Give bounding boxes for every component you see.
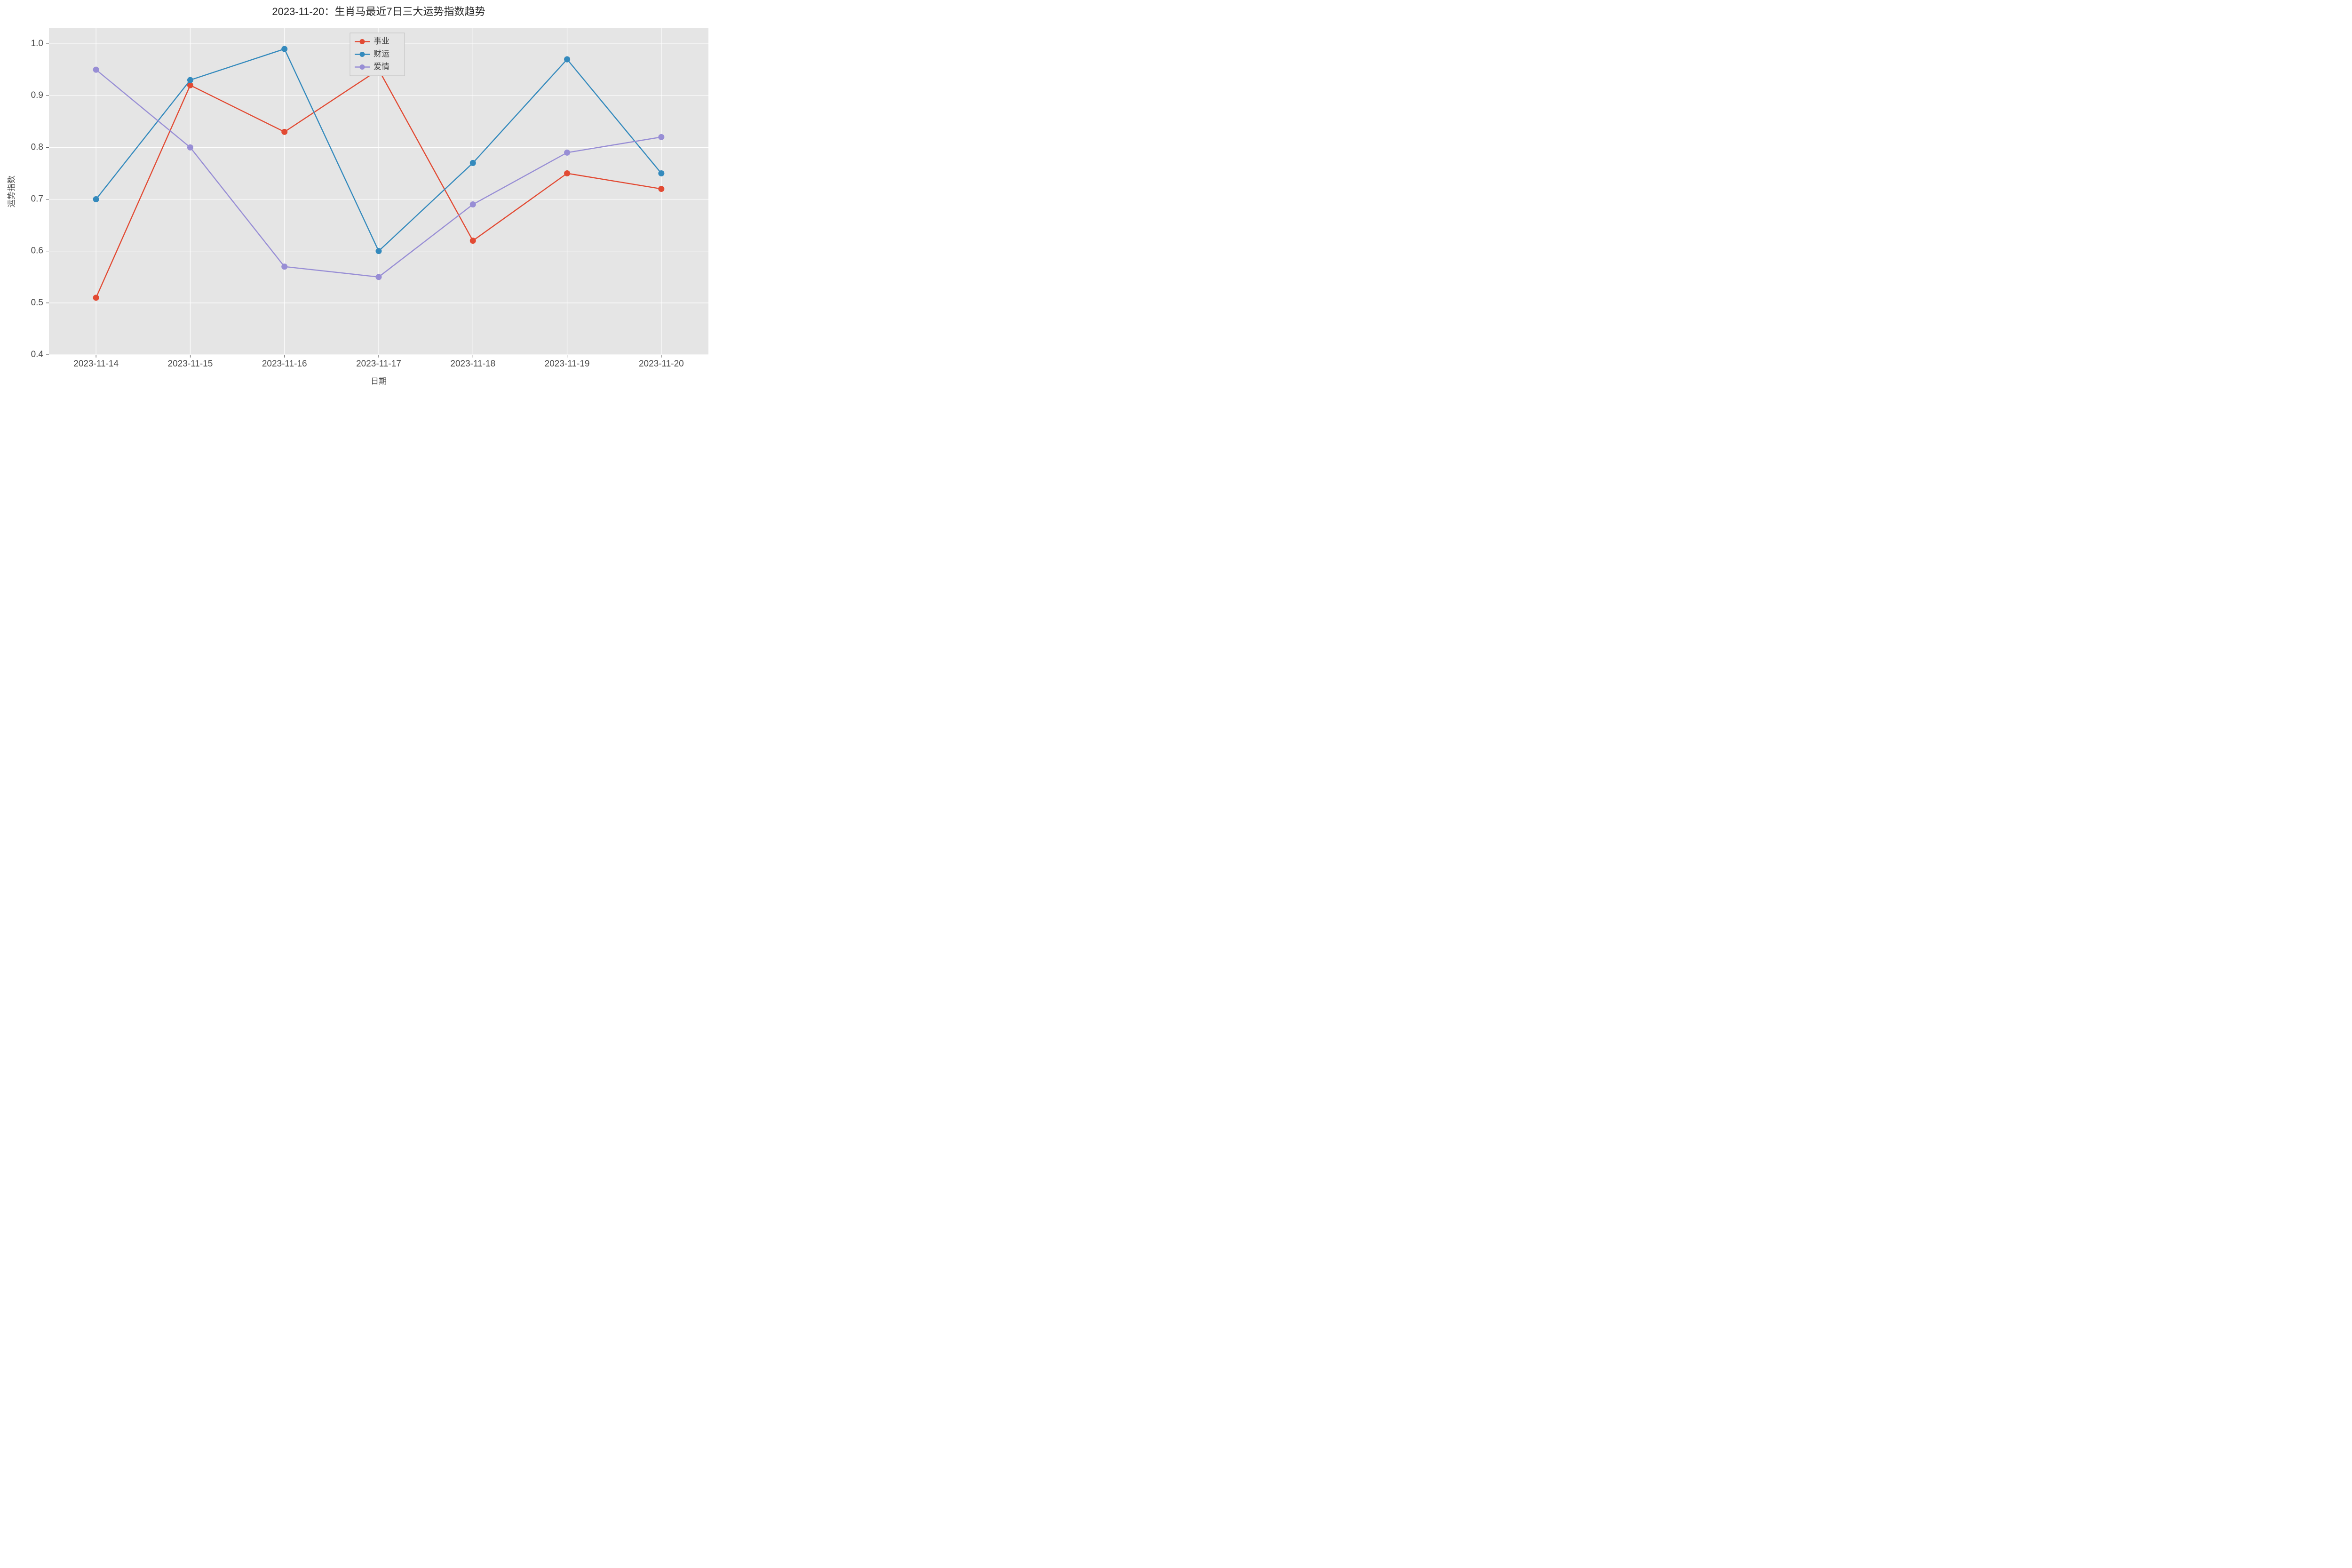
legend: 事业财运爱情 [350,33,405,76]
series-marker [470,238,476,244]
series-marker [281,129,287,135]
xtick-label: 2023-11-14 [73,359,119,369]
fortune-trend-chart: 0.4 0.5 0.6 0.7 0.8 0.9 1.0 2023-11-14 2023-11-1… [0,0,728,391]
series-marker [564,170,570,176]
ytick-label: 1.0 [31,39,43,48]
ytick-label: 0.8 [31,142,43,152]
series-marker [564,150,570,156]
y-axis-label: 运势指数 [7,175,16,207]
ytick-label: 0.5 [31,298,43,308]
series-marker [658,134,664,140]
series-marker [281,263,287,270]
series-marker [93,196,99,202]
x-axis-label: 日期 [371,377,387,386]
series-marker [658,170,664,176]
ytick-label: 0.6 [31,246,43,256]
chart-title: 2023-11-20：生肖马最近7日三大运势指数趋势 [272,6,485,17]
series-marker [93,294,99,301]
series-marker [470,201,476,207]
legend-label: 财运 [373,49,389,58]
legend-swatch-marker [359,64,365,70]
series-marker [564,56,570,63]
xtick-label: 2023-11-19 [545,359,590,369]
series-marker [187,144,193,151]
series-marker [658,186,664,192]
xtick-label: 2023-11-15 [168,359,213,369]
series-marker [281,46,287,52]
series-marker [470,160,476,166]
ytick-label: 0.4 [31,350,44,359]
series-marker [93,67,99,73]
legend-swatch-marker [359,52,365,57]
xtick-label: 2023-11-20 [639,359,684,369]
legend-label: 爱情 [373,62,389,71]
ytick-label: 0.7 [31,194,43,204]
xtick-label: 2023-11-17 [356,359,401,369]
legend-label: 事业 [373,37,389,46]
series-marker [376,248,382,254]
ytick-label: 0.9 [31,90,43,100]
xtick-label: 2023-11-16 [262,359,307,369]
xtick-label: 2023-11-18 [450,359,495,369]
legend-swatch-marker [359,39,365,44]
series-marker [376,274,382,280]
series-marker [187,77,193,83]
